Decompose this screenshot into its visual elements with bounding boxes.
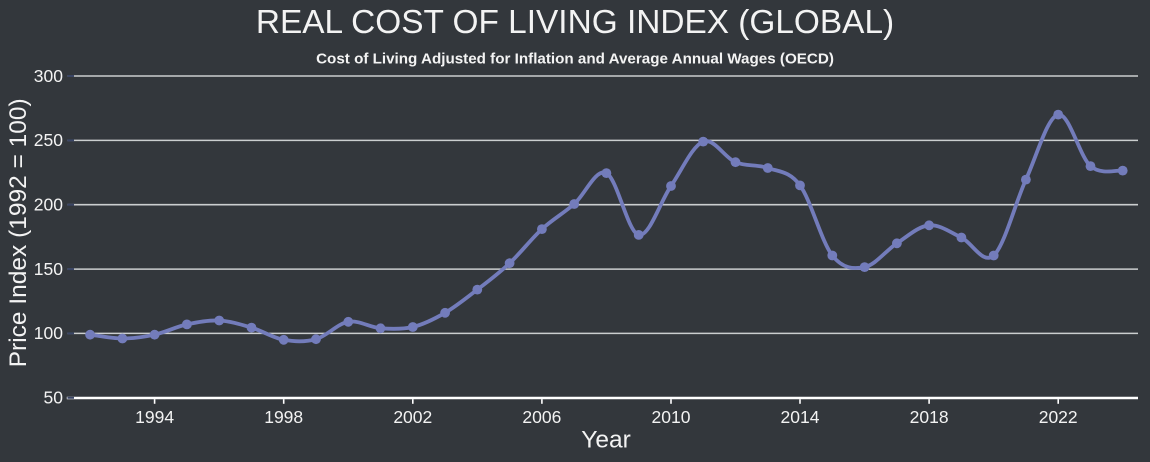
svg-text:300: 300 <box>34 66 63 86</box>
svg-text:2018: 2018 <box>910 407 949 427</box>
svg-text:2002: 2002 <box>393 407 432 427</box>
svg-text:2010: 2010 <box>652 407 691 427</box>
svg-text:200: 200 <box>34 195 63 215</box>
svg-text:50: 50 <box>44 388 64 408</box>
svg-text:REAL COST OF LIVING INDEX (GLO: REAL COST OF LIVING INDEX (GLOBAL) <box>256 4 894 41</box>
svg-text:250: 250 <box>34 130 63 150</box>
svg-text:2022: 2022 <box>1039 407 1078 427</box>
svg-text:1994: 1994 <box>135 407 174 427</box>
svg-text:2014: 2014 <box>781 407 820 427</box>
svg-text:Cost of Living Adjusted for In: Cost of Living Adjusted for Inflation an… <box>316 50 834 67</box>
svg-text:150: 150 <box>34 259 63 279</box>
svg-text:2006: 2006 <box>522 407 561 427</box>
svg-text:1998: 1998 <box>264 407 303 427</box>
svg-text:Price Index (1992 = 100): Price Index (1992 = 100) <box>5 98 32 367</box>
svg-text:100: 100 <box>34 323 63 343</box>
svg-text:Year: Year <box>581 426 631 453</box>
